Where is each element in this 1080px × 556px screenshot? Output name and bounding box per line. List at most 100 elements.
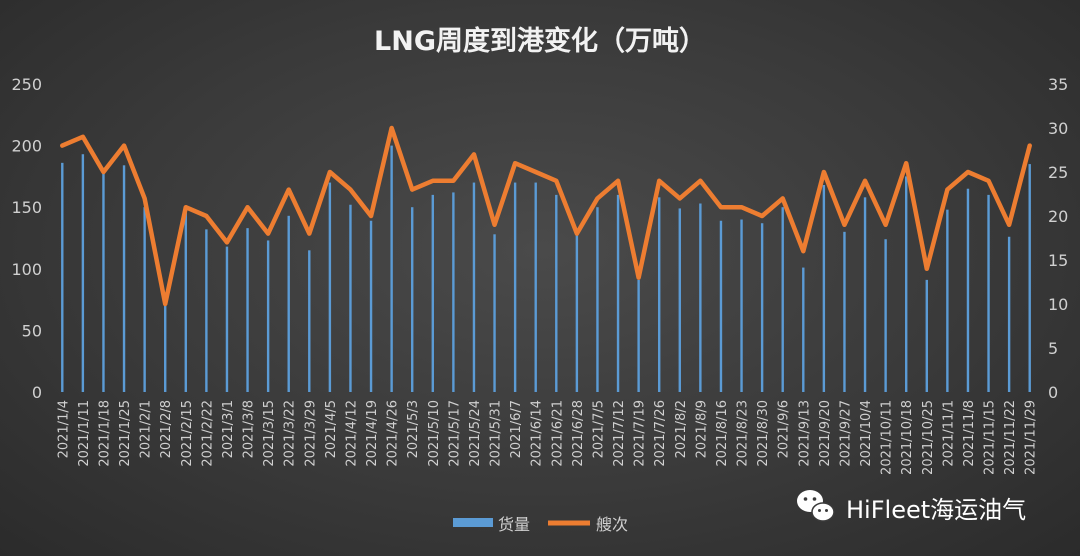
x-tick-2021/10/4: 2021/10/4 (859, 400, 874, 467)
y-left-tick-100: 100 (11, 260, 42, 279)
bar-2021/8/9 (699, 203, 702, 392)
y-right-tick-30: 30 (1048, 119, 1068, 138)
bar-2021/3/29 (308, 250, 311, 392)
x-tick-2021/11/15: 2021/11/15 (983, 400, 998, 475)
y-right-tick-20: 20 (1048, 207, 1068, 226)
bar-2021/11/15 (987, 194, 990, 392)
bar-2021/2/15 (184, 209, 187, 392)
bar-2021/6/28 (575, 229, 579, 392)
bar-2021/11/8 (966, 188, 970, 392)
wechat-icon (797, 490, 835, 522)
bar-2021/4/19 (369, 220, 373, 392)
x-tick-2021/11/1: 2021/11/1 (941, 400, 956, 467)
legend-swatch-bar (453, 518, 493, 527)
bar-2021/10/4 (863, 197, 867, 392)
watermark: HiFleet海运油气 (797, 490, 1026, 524)
bar-2021/3/8 (246, 228, 249, 392)
x-tick-2021/10/25: 2021/10/25 (921, 400, 936, 475)
x-tick-2021/4/12: 2021/4/12 (344, 400, 359, 467)
bar-2021/3/22 (287, 215, 290, 392)
bar-2021/2/22 (205, 229, 208, 392)
bar-2021/1/18 (102, 167, 105, 392)
x-tick-2021/9/6: 2021/9/6 (777, 400, 792, 458)
bar-2021/9/13 (802, 267, 805, 392)
x-tick-2021/5/31: 2021/5/31 (489, 400, 504, 467)
bar-2021/6/21 (555, 194, 558, 392)
y-right-tick-25: 25 (1048, 163, 1068, 182)
x-tick-2021/11/8: 2021/11/8 (962, 400, 977, 467)
y-right-tick-0: 0 (1048, 383, 1058, 402)
bar-2021/4/5 (328, 182, 332, 392)
x-tick-2021/7/5: 2021/7/5 (591, 400, 606, 458)
x-tick-2021/1/11: 2021/1/11 (77, 400, 92, 467)
y-right-tick-5: 5 (1048, 339, 1058, 358)
watermark-text: HiFleet海运油气 (846, 496, 1026, 524)
bar-2021/11/22 (1007, 236, 1011, 392)
y-axis-right: 0 5 10 15 20 25 30 35 (1048, 75, 1068, 402)
bar-2021/7/12 (616, 194, 620, 392)
legend-label-bar: 货量 (498, 515, 530, 534)
bar-2021/4/26 (390, 145, 393, 392)
x-tick-2021/9/13: 2021/9/13 (797, 400, 812, 467)
x-tick-2021/5/24: 2021/5/24 (468, 400, 483, 467)
bar-2021/11/1 (946, 209, 949, 392)
bar-2021/5/31 (493, 234, 496, 392)
x-tick-2021/6/21: 2021/6/21 (550, 400, 565, 467)
y-left-tick-150: 150 (11, 198, 42, 217)
bar-2021/7/5 (596, 207, 599, 392)
x-tick-2021/2/8: 2021/2/8 (159, 400, 174, 458)
bar-series (61, 145, 1031, 392)
y-left-tick-0: 0 (32, 383, 42, 402)
x-tick-2021/7/19: 2021/7/19 (633, 400, 648, 467)
x-tick-2021/3/8: 2021/3/8 (242, 400, 257, 458)
x-tick-2021/6/14: 2021/6/14 (530, 400, 545, 467)
x-tick-2021/1/18: 2021/1/18 (97, 400, 112, 467)
bar-2021/6/7 (513, 182, 517, 392)
x-tick-2021/5/10: 2021/5/10 (427, 400, 442, 467)
bar-2021/8/2 (678, 208, 681, 392)
x-tick-2021/8/30: 2021/8/30 (756, 400, 771, 467)
x-tick-2021/2/1: 2021/2/1 (139, 400, 154, 458)
bar-2021/9/20 (822, 185, 826, 392)
x-tick-2021/9/20: 2021/9/20 (818, 400, 833, 467)
bar-2021/6/14 (534, 182, 537, 392)
x-tick-2021/4/19: 2021/4/19 (365, 400, 380, 467)
line-series (60, 125, 1032, 307)
x-tick-2021/3/1: 2021/3/1 (221, 400, 236, 458)
bar-2021/3/15 (266, 240, 270, 392)
x-tick-2021/3/22: 2021/3/22 (283, 400, 298, 467)
bar-2021/10/18 (905, 176, 908, 392)
bar-2021/2/1 (143, 207, 146, 392)
x-tick-2021/11/29: 2021/11/29 (1024, 400, 1039, 475)
line-path (60, 125, 1032, 307)
bar-2021/1/11 (81, 154, 85, 392)
x-tick-2021/5/3: 2021/5/3 (406, 400, 421, 458)
x-tick-2021/7/26: 2021/7/26 (653, 400, 668, 467)
bar-2021/5/3 (411, 207, 414, 392)
bar-2021/5/24 (472, 182, 476, 392)
x-tick-2021/8/2: 2021/8/2 (674, 400, 689, 458)
x-tick-2021/1/25: 2021/1/25 (118, 400, 133, 467)
y-left-tick-250: 250 (11, 75, 42, 94)
bar-2021/5/17 (452, 192, 455, 392)
chart-title: LNG周度到港变化（万吨） (374, 25, 706, 57)
bar-2021/7/19 (637, 279, 640, 392)
x-tick-2021/1/4: 2021/1/4 (56, 400, 71, 458)
bar-2021/7/26 (658, 197, 661, 392)
x-tick-2021/8/16: 2021/8/16 (715, 400, 730, 467)
x-tick-2021/3/29: 2021/3/29 (303, 400, 318, 467)
x-tick-2021/10/18: 2021/10/18 (900, 400, 915, 475)
x-tick-2021/9/27: 2021/9/27 (838, 400, 853, 467)
x-tick-2021/11/22: 2021/11/22 (1003, 400, 1018, 475)
bar-2021/5/10 (431, 194, 434, 392)
x-tick-2021/5/17: 2021/5/17 (447, 400, 462, 467)
legend-label-line: 艘次 (596, 515, 628, 534)
bar-2021/8/23 (740, 219, 743, 392)
legend: 货量 艘次 (453, 515, 628, 534)
bar-2021/4/12 (349, 204, 352, 392)
y-right-tick-15: 15 (1048, 251, 1068, 270)
bar-2021/10/11 (884, 239, 887, 392)
bar-2021/1/25 (122, 165, 126, 392)
x-tick-2021/6/28: 2021/6/28 (571, 400, 586, 467)
